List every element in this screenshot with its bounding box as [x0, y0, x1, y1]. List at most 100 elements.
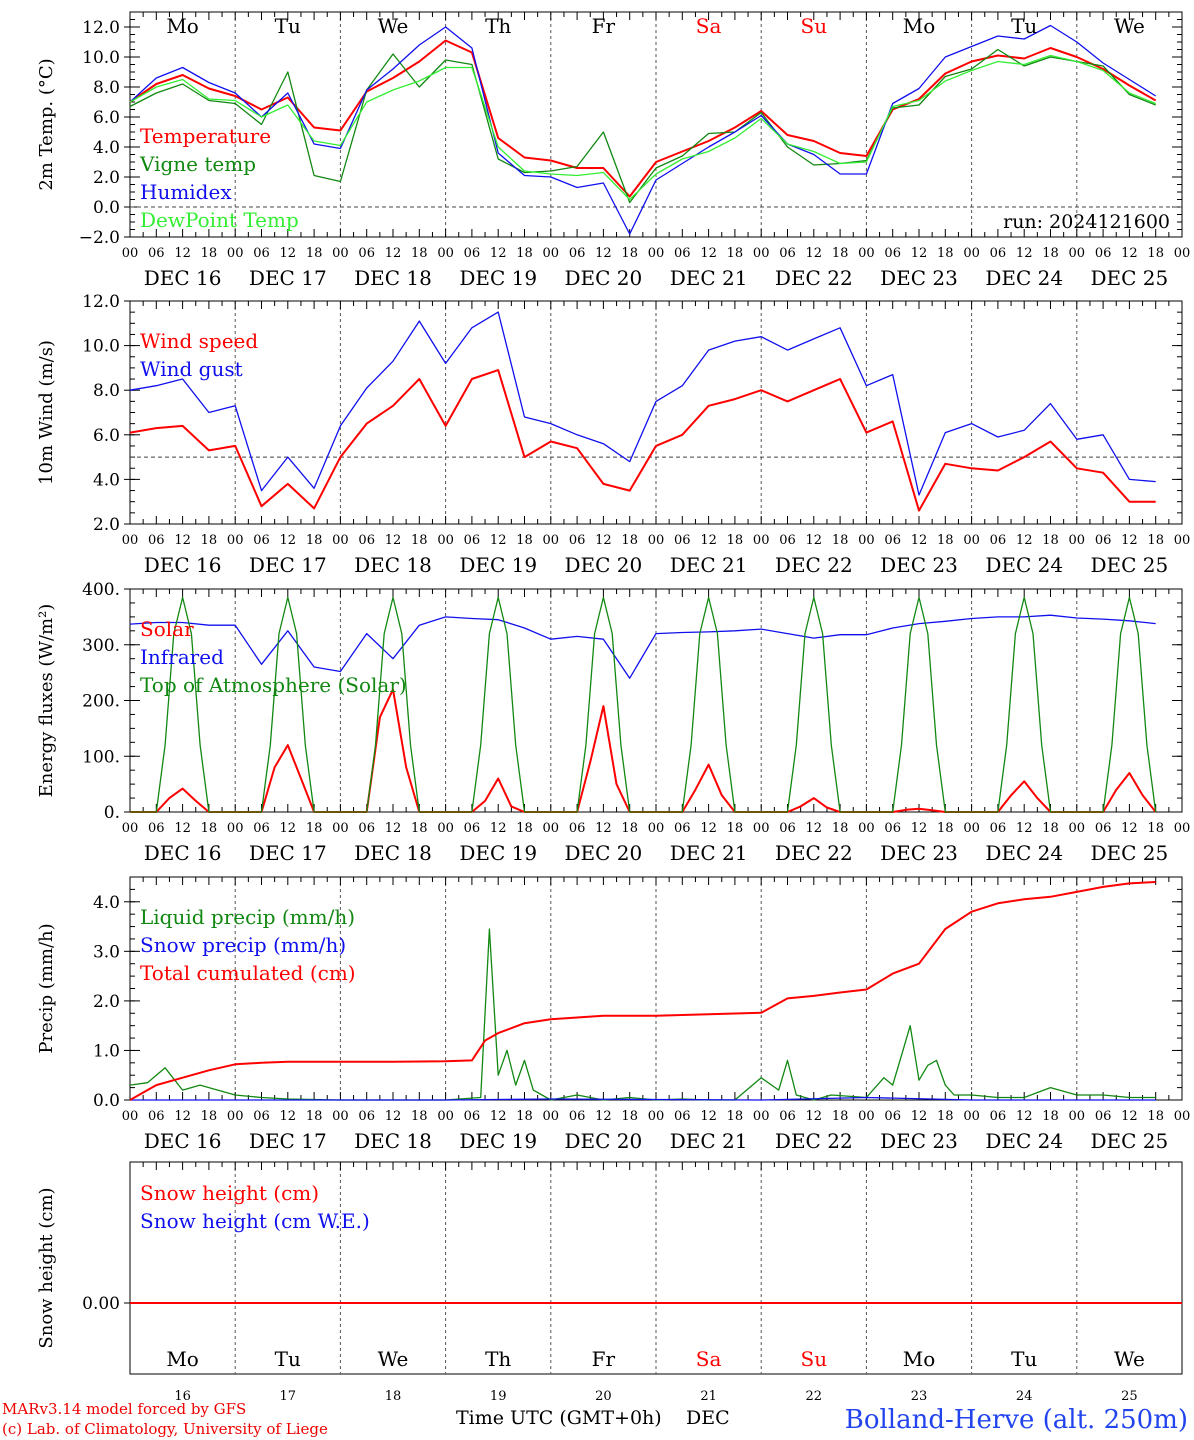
y-tick-label: 8.0: [93, 78, 120, 98]
hour-tick-label: 18: [1147, 246, 1164, 261]
weekday-label: Tu: [1011, 14, 1037, 38]
weekday-label: Mo: [166, 14, 199, 38]
hour-tick-label: 06: [884, 246, 901, 261]
y-tick-label: 0.0: [93, 1091, 120, 1111]
weekday-label: Th: [485, 14, 511, 38]
hour-tick-label: 12: [595, 1109, 612, 1124]
date-label: DEC 18: [354, 266, 432, 290]
day-number-label: 24: [1016, 1389, 1033, 1404]
hour-tick-label: 12: [806, 1109, 823, 1124]
hour-tick-label: 12: [1016, 246, 1033, 261]
hour-tick-label: 18: [621, 1109, 638, 1124]
y-tick-label: 12.0: [82, 292, 120, 312]
hour-tick-label: 12: [385, 1109, 402, 1124]
y-tick-label: 100.: [82, 747, 120, 767]
hour-tick-label: 00: [963, 533, 980, 548]
hour-tick-label: 06: [148, 246, 165, 261]
hour-tick-label: 00: [648, 821, 665, 836]
hour-tick-label: 06: [569, 821, 586, 836]
date-label: DEC 23: [880, 841, 958, 865]
hour-tick-label: 00: [122, 1109, 139, 1124]
hour-tick-label: 12: [595, 246, 612, 261]
hour-tick-label: 18: [621, 533, 638, 548]
y-axis-label: 10m Wind (m/s): [36, 340, 57, 485]
footer: MARv3.14 model forced by GFS (c) Lab. of…: [2, 1400, 1188, 1438]
hour-tick-label: 18: [1147, 533, 1164, 548]
y-tick-label: 0.0: [93, 198, 120, 218]
y-tick-label: 6.0: [93, 426, 120, 446]
hour-tick-label: 12: [280, 246, 297, 261]
date-label: DEC 21: [670, 553, 748, 577]
hour-tick-label: 06: [358, 1109, 375, 1124]
legend-entry: Solar: [140, 617, 194, 641]
hour-tick-label: 18: [621, 821, 638, 836]
weekday-label: Sa: [696, 1347, 722, 1371]
panels-group: −2.0 0.0 2.0 4.0 6.0 8.0 10.0 12.0 2m Temp. (°C)…: [36, 11, 1191, 1404]
y-tick-label: 2.0: [93, 992, 120, 1012]
weekday-label: We: [1114, 14, 1145, 38]
y-tick-label: 12.0: [82, 18, 120, 38]
hour-tick-label: 12: [174, 821, 191, 836]
hour-tick-label: 06: [779, 246, 796, 261]
hour-tick-label: 18: [306, 821, 323, 836]
weekday-label: Mo: [903, 1347, 936, 1371]
hour-tick-label: 18: [1042, 533, 1059, 548]
hour-tick-label: 00: [858, 246, 875, 261]
date-label: DEC 22: [775, 841, 853, 865]
hour-tick-label: 00: [648, 246, 665, 261]
legend-entry: Wind gust: [140, 357, 243, 381]
hour-tick-label: 18: [727, 246, 744, 261]
date-label: DEC 22: [775, 1129, 853, 1153]
date-label: DEC 22: [775, 553, 853, 577]
hour-tick-label: 00: [122, 821, 139, 836]
hour-tick-label: 06: [674, 821, 691, 836]
hour-tick-label: 18: [832, 246, 849, 261]
hour-tick-label: 00: [963, 246, 980, 261]
hour-tick-label: 00: [753, 533, 770, 548]
weekday-label: We: [378, 1347, 409, 1371]
date-label: DEC 20: [565, 553, 643, 577]
hour-tick-label: 12: [174, 246, 191, 261]
date-label: DEC 25: [1091, 266, 1169, 290]
hour-tick-label: 12: [1121, 1109, 1138, 1124]
date-label: DEC 20: [565, 1129, 643, 1153]
hour-tick-label: 00: [753, 821, 770, 836]
hour-tick-label: 18: [832, 821, 849, 836]
footer-station: Bolland-Herve (alt. 250m): [845, 1405, 1188, 1435]
hour-tick-label: 12: [1121, 246, 1138, 261]
hour-tick-label: 00: [543, 533, 560, 548]
hour-tick-label: 12: [595, 533, 612, 548]
hour-tick-label: 06: [779, 821, 796, 836]
hour-tick-label: 18: [516, 1109, 533, 1124]
hour-tick-label: 18: [306, 246, 323, 261]
hour-tick-label: 12: [700, 246, 717, 261]
hour-tick-label: 00: [1069, 1109, 1086, 1124]
hour-tick-label: 18: [306, 533, 323, 548]
hour-tick-label: 18: [621, 246, 638, 261]
hour-tick-label: 18: [727, 821, 744, 836]
date-label: DEC 20: [565, 841, 643, 865]
y-tick-label: 2.0: [93, 515, 120, 535]
panel-3: 0. 100. 200. 300. 400. Energy fluxes (W/m²) So…: [36, 580, 1190, 865]
hour-tick-label: 06: [990, 246, 1007, 261]
hour-tick-label: 00: [753, 1109, 770, 1124]
hour-tick-label: 06: [990, 533, 1007, 548]
hour-tick-label: 00: [753, 246, 770, 261]
date-label: DEC 25: [1091, 841, 1169, 865]
day-number-label: 20: [595, 1389, 612, 1404]
date-label: DEC 25: [1091, 1129, 1169, 1153]
hour-tick-label: 12: [1121, 821, 1138, 836]
series-line-infrared: [129, 614, 1156, 679]
series-line-total-cumulated-cm-: [129, 881, 1156, 1101]
weekday-label: We: [378, 14, 409, 38]
y-axis-label: Snow height (cm): [36, 1187, 57, 1348]
hour-tick-label: 00: [122, 533, 139, 548]
hour-tick-label: 00: [1174, 1109, 1191, 1124]
legend-entry: Humidex: [140, 180, 232, 204]
date-label: DEC 17: [249, 841, 327, 865]
y-tick-label: 0.00: [82, 1294, 120, 1314]
series-line-solar: [130, 688, 1157, 813]
hour-tick-label: 12: [1121, 533, 1138, 548]
date-label: DEC 16: [144, 553, 222, 577]
legend-entry: DewPoint Temp: [140, 208, 299, 232]
